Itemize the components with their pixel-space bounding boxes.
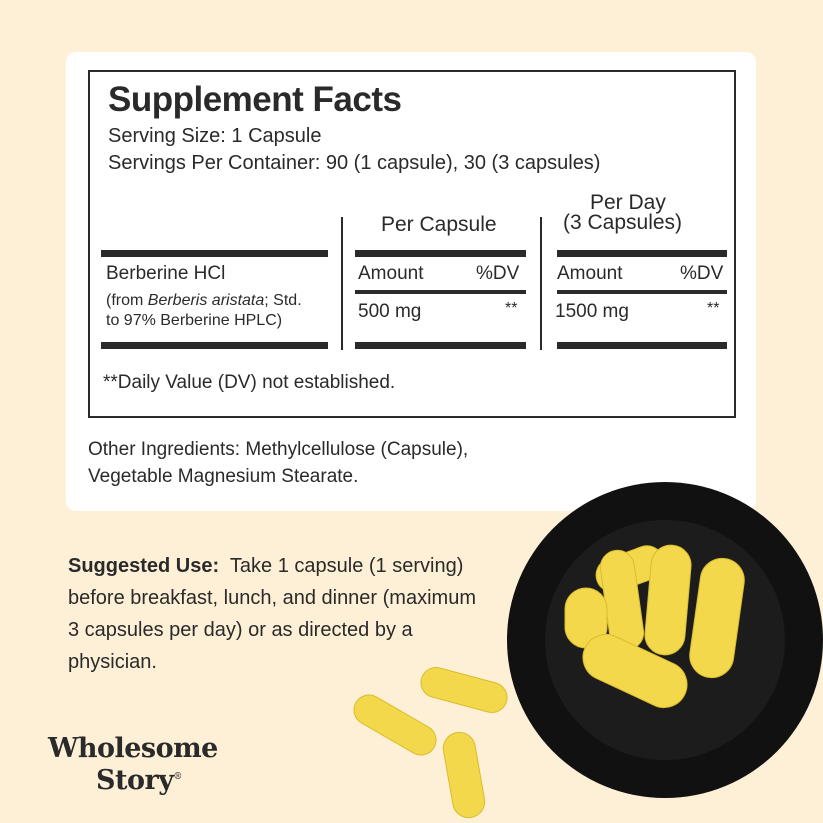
source-prefix: (from — [106, 292, 148, 309]
per-day-amount: 1500 mg — [555, 301, 629, 322]
rule — [101, 250, 328, 257]
ingredient-source: (from Berberis aristata; Std. — [106, 292, 302, 310]
per-day-dv: ** — [707, 300, 720, 317]
capsule — [644, 544, 692, 656]
suggested-use-text: Take 1 capsule (1 serving) before breakf… — [68, 555, 476, 673]
capsule — [442, 731, 486, 819]
brand-line2: Story — [96, 765, 174, 796]
capsule — [353, 694, 437, 756]
footnote: **Daily Value (DV) not established. — [103, 372, 396, 393]
divider — [341, 217, 343, 350]
dv-header: %DV — [680, 263, 724, 284]
source-latin: Berberis aristata — [147, 292, 265, 309]
suggested-use: Suggested Use: Take 1 capsule (1 serving… — [68, 550, 488, 678]
capsule — [582, 633, 688, 709]
brand-line1: Wholesome — [48, 733, 218, 764]
dv-header: %DV — [476, 263, 520, 284]
capsule — [689, 557, 745, 679]
rule — [101, 342, 328, 349]
rule — [557, 290, 727, 294]
col-per-day: Per Day — [590, 191, 666, 214]
facts-title: Supplement Facts — [108, 80, 402, 119]
other-ingredients-cont: Vegetable Magnesium Stearate. — [88, 466, 359, 487]
col-per-day-sub: (3 Capsules) — [563, 211, 683, 234]
divider — [540, 217, 542, 350]
registered-mark: ® — [173, 772, 182, 782]
supplement-facts-panel — [88, 70, 736, 418]
rule — [355, 250, 526, 257]
per-capsule-dv: ** — [505, 300, 518, 317]
rule — [355, 342, 526, 349]
servings-per-container: Servings Per Container: 90 (1 capsule), … — [108, 152, 601, 174]
ingredient-standardization: to 97% Berberine HPLC) — [106, 312, 283, 329]
other-ingredients: Other Ingredients: Methylcellulose (Caps… — [88, 439, 469, 460]
per-capsule-amount: 500 mg — [358, 301, 422, 322]
col-per-capsule: Per Capsule — [381, 213, 497, 236]
capsules-image — [353, 482, 823, 819]
rule — [557, 250, 727, 257]
amount-header: Amount — [358, 263, 424, 284]
rule — [355, 290, 526, 294]
source-suffix: ; Std. — [264, 292, 302, 309]
ingredient-name: Berberine HCl — [106, 263, 226, 284]
amount-header: Amount — [557, 263, 623, 284]
capsule — [420, 666, 508, 714]
suggested-use-label: Suggested Use: — [68, 555, 220, 577]
brand-logo: Wholesome Story® — [48, 735, 218, 795]
supplement-facts-card — [66, 52, 756, 511]
serving-size: Serving Size: 1 Capsule — [108, 125, 322, 147]
rule — [557, 342, 727, 349]
